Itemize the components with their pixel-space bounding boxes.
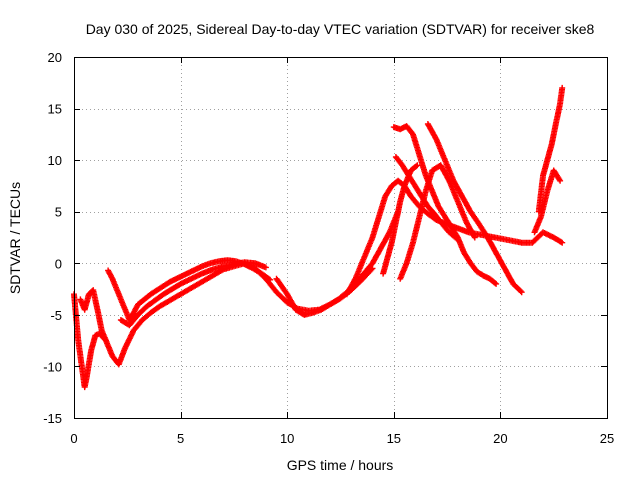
data-point	[267, 276, 274, 283]
x-tick-label: 10	[280, 431, 294, 446]
series-track-7	[380, 162, 421, 277]
data-point	[265, 275, 272, 282]
x-tick-label: 25	[600, 431, 614, 446]
series-track-3	[105, 257, 274, 323]
data-point	[557, 177, 564, 184]
data-point	[559, 84, 566, 91]
data-point	[471, 234, 478, 241]
grid-lines	[74, 57, 607, 418]
y-axis-label: SDTVAR / TECUs	[7, 182, 23, 294]
data-point	[558, 238, 564, 245]
series-track-12	[535, 84, 566, 215]
data-point	[559, 239, 566, 246]
y-tick-label: 0	[55, 256, 62, 271]
y-tick-label: 10	[48, 153, 62, 168]
axis-ticks: 0 5 10 15 20 25 -15 -10 -5 0 5 10 15 20	[43, 50, 614, 446]
series-track-4	[117, 259, 269, 329]
y-tick-label: -15	[43, 411, 62, 426]
plot-frame	[74, 57, 608, 419]
data-point	[413, 163, 420, 170]
data-point	[262, 264, 269, 271]
chart-title: Day 030 of 2025, Sidereal Day-to-day VTE…	[86, 21, 595, 37]
y-tick-label: 15	[48, 102, 62, 117]
data-point	[517, 288, 524, 295]
y-tick-label: -10	[43, 359, 62, 374]
series-track-9	[390, 123, 500, 287]
data-point	[454, 236, 461, 243]
series-track-10	[424, 121, 525, 296]
series-track-11	[392, 154, 461, 243]
series-track-5	[273, 208, 402, 318]
series-track-13	[531, 167, 564, 236]
data-point	[493, 280, 500, 287]
y-tick-label: 20	[48, 50, 62, 65]
data-point	[103, 337, 109, 344]
data-point	[414, 162, 421, 169]
x-tick-label: 0	[70, 431, 77, 446]
y-tick-label: 5	[55, 205, 62, 220]
data-points	[71, 84, 566, 391]
series-track-2	[77, 287, 109, 344]
x-axis-label: GPS time / hours	[287, 457, 394, 473]
y-tick-label: -5	[50, 308, 62, 323]
data-point	[518, 289, 525, 296]
series-track-1	[71, 260, 376, 391]
data-point	[492, 280, 499, 287]
x-tick-label: 15	[387, 431, 401, 446]
x-tick-label: 5	[177, 431, 184, 446]
x-tick-label: 20	[493, 431, 507, 446]
